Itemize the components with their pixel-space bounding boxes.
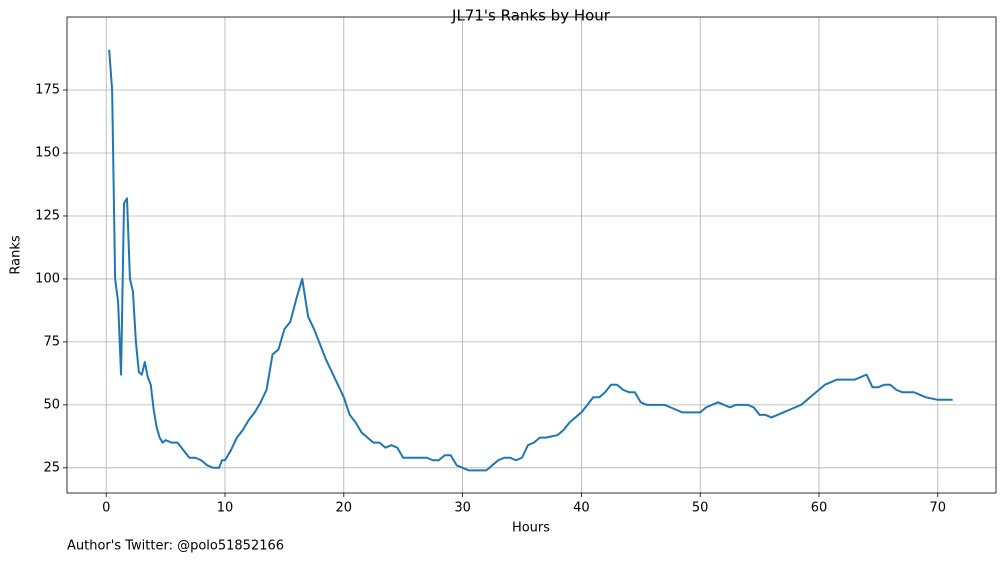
x-tick-label: 0 (102, 501, 110, 516)
plot-area: 0 10 20 30 40 50 60 70 25 50 75 100 125 150 175 (35, 16, 997, 516)
y-tick-label: 175 (35, 83, 60, 98)
data-line (108, 49, 953, 472)
x-axis-label: Hours (512, 521, 550, 536)
x-tick-label: 70 (930, 501, 947, 516)
y-tick-label: 125 (35, 208, 60, 223)
y-axis-label: Ranks (9, 235, 24, 274)
x-tick-label: 10 (217, 501, 234, 516)
x-tick-label: 30 (454, 501, 471, 516)
axes-frame (66, 16, 997, 494)
y-tick-label: 75 (43, 334, 60, 349)
chart-title: JL71's Ranks by Hour (451, 7, 611, 25)
x-tick-label: 20 (336, 501, 353, 516)
y-tick-label: 50 (43, 397, 60, 412)
y-tick-label: 150 (35, 146, 60, 161)
x-tick-label: 60 (811, 501, 828, 516)
y-tick-label: 25 (43, 460, 60, 475)
y-tick-label: 100 (35, 271, 60, 286)
x-tick-label: 50 (692, 501, 709, 516)
x-tick-label: 40 (573, 501, 590, 516)
footer-note: Author's Twitter: @polo51852166 (67, 539, 284, 554)
